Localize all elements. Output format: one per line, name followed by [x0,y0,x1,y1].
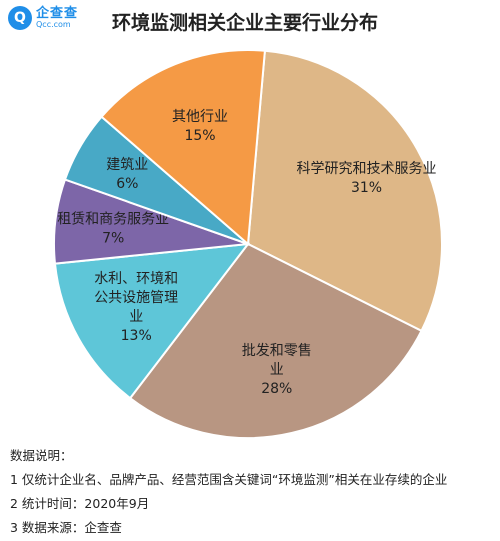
slice-category-label-4: 建筑业 [106,157,148,173]
slice-value-label-1: 28% [261,381,292,397]
slice-value-label-0: 31% [351,180,382,196]
notes-line-3: 3 数据来源：企查查 [10,520,122,535]
slice-value-label-4: 6% [116,176,138,192]
logo-icon: Q [8,6,32,30]
notes-line-1: 1 仅统计企业名、品牌产品、经营范围含关键词“环境监测”相关在业存续的企业 [10,472,448,487]
slice-category-label-5: 其他行业 [172,109,228,125]
slice-category-label-1: 批发和零售 [242,343,312,359]
pie-slice-5 [100,49,266,247]
slice-category-label-1: 业 [270,362,284,378]
slice-category-label-3: 租赁和商务服务业 [57,211,169,227]
pie-slice-2 [53,242,251,400]
brand-logo: Q 企查查 Qcc.com [8,6,78,30]
slice-category-label-0: 科学研究和技术服务业 [297,161,437,177]
pie-chart: 科学研究和技术服务业31%批发和零售业28%水利、环境和公共设施管理业13%租赁… [53,49,443,439]
slice-category-label-2: 公共设施管理 [94,290,178,306]
notes-heading: 数据说明： [10,448,73,463]
slice-value-label-2: 13% [121,328,152,344]
slice-category-label-2: 业 [129,309,143,325]
slice-category-label-2: 水利、环境和 [94,271,178,287]
notes-line-2: 2 统计时间：2020年9月 [10,496,150,511]
data-notes: 数据说明： 1 仅统计企业名、品牌产品、经营范围含关键词“环境监测”相关在业存续… [10,444,447,540]
pie-slice-1 [128,242,423,439]
chart-title: 环境监测相关企业主要行业分布 [112,12,379,34]
logo-domain: Qcc.com [36,19,71,29]
logo-name: 企查查 [36,5,79,21]
pie-slice-0 [246,49,443,333]
slice-value-label-5: 15% [184,128,215,144]
slice-value-label-3: 7% [102,230,124,246]
